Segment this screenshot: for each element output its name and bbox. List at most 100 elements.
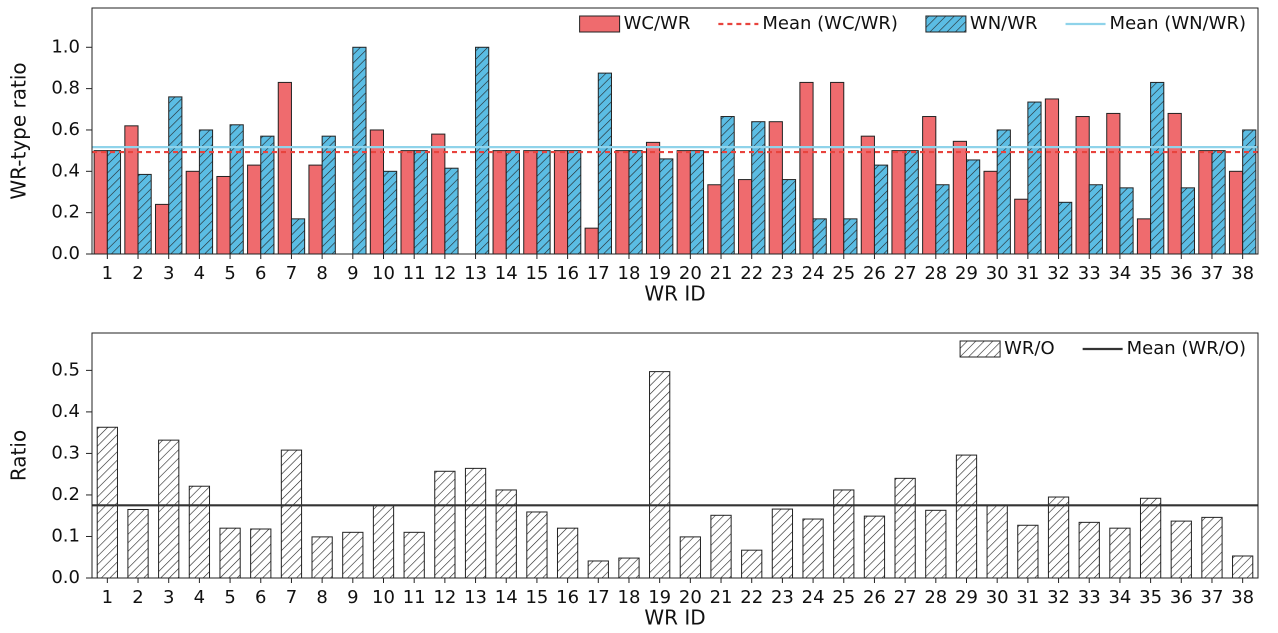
x-tick-label: 28 <box>924 587 947 608</box>
bar <box>952 140 967 255</box>
y-tick-label: 0.4 <box>51 160 80 181</box>
bar <box>587 560 609 579</box>
bar <box>679 536 701 579</box>
x-tick-label: 31 <box>1016 263 1039 284</box>
bar <box>321 135 336 255</box>
x-tick-label: 14 <box>495 587 518 608</box>
x-tick-label: 37 <box>1201 587 1224 608</box>
x-tick-label: 29 <box>955 263 978 284</box>
bar <box>444 167 459 255</box>
bar <box>1044 98 1060 255</box>
bar <box>860 135 875 255</box>
bar <box>1167 112 1182 255</box>
bar <box>843 218 858 255</box>
bar <box>311 536 333 579</box>
bar <box>523 150 538 255</box>
x-tick-label: 11 <box>403 587 426 608</box>
bar <box>1232 555 1254 579</box>
bar <box>1119 187 1134 255</box>
x-tick-label: 32 <box>1047 263 1070 284</box>
x-tick-label: 9 <box>347 263 358 284</box>
bar <box>955 454 978 579</box>
x-tick-label: 1 <box>102 587 113 608</box>
bar <box>308 164 323 255</box>
bar <box>216 175 231 255</box>
x-tick-label: 28 <box>924 263 947 284</box>
y-tick-label: 0.5 <box>51 359 80 380</box>
bar <box>1180 187 1195 255</box>
x-tick-label: 20 <box>679 587 702 608</box>
bar <box>720 116 735 255</box>
bar <box>158 439 180 579</box>
bar <box>676 150 691 255</box>
bar <box>1170 520 1192 579</box>
x-tick-label: 17 <box>587 587 610 608</box>
bar <box>1211 150 1226 255</box>
x-tick-label: 6 <box>255 587 266 608</box>
legend-swatch <box>959 340 1001 358</box>
bar <box>553 150 569 255</box>
x-tick-label: 38 <box>1231 263 1254 284</box>
x-tick-label: 36 <box>1170 587 1193 608</box>
x-tick-label: 19 <box>648 263 671 284</box>
bar <box>741 549 763 579</box>
y-tick-label: 0.4 <box>51 401 80 422</box>
bar <box>1136 218 1152 255</box>
bar <box>352 46 367 255</box>
bar <box>983 170 998 255</box>
y-axis-label: WR-type ratio <box>7 62 31 199</box>
bar <box>1201 516 1223 579</box>
x-tick-label: 32 <box>1047 587 1070 608</box>
bar <box>250 528 272 579</box>
x-tick-label: 13 <box>464 587 487 608</box>
bar <box>1228 170 1244 255</box>
bar <box>1198 150 1213 255</box>
bar <box>996 129 1011 255</box>
bar <box>584 227 599 255</box>
bar <box>618 557 640 579</box>
bar <box>649 371 671 579</box>
x-tick-label: 19 <box>648 587 671 608</box>
legend-label: WR/O <box>1004 338 1055 359</box>
x-tick-label: 17 <box>587 263 610 284</box>
bar <box>1078 521 1100 579</box>
bar <box>707 184 722 255</box>
x-tick-label: 27 <box>894 263 917 284</box>
x-tick-label: 35 <box>1139 263 1162 284</box>
y-tick-label: 1.0 <box>51 36 80 57</box>
bar <box>781 179 797 255</box>
bar <box>615 150 630 255</box>
x-tick-label: 2 <box>132 587 143 608</box>
x-tick-label: 23 <box>771 587 794 608</box>
bar <box>873 164 889 255</box>
bar <box>188 485 211 579</box>
bar <box>710 514 732 579</box>
bar <box>372 504 395 579</box>
bar <box>464 467 487 579</box>
x-tick-label: 35 <box>1139 587 1162 608</box>
x-tick-label: 25 <box>832 263 855 284</box>
x-tick-label: 34 <box>1108 587 1131 608</box>
bar <box>935 184 950 255</box>
bar <box>1150 81 1165 255</box>
x-tick-label: 16 <box>556 263 579 284</box>
bar <box>1058 201 1073 255</box>
bar <box>802 518 824 579</box>
x-tick-label: 3 <box>163 587 174 608</box>
bar <box>1106 112 1121 255</box>
bar <box>567 150 582 255</box>
x-tick-label: 10 <box>372 587 395 608</box>
bar <box>277 81 292 255</box>
bar <box>403 531 425 579</box>
bar <box>229 124 244 255</box>
y-tick-label: 0.6 <box>51 119 80 140</box>
x-tick-label: 8 <box>316 263 327 284</box>
bar <box>966 159 981 255</box>
bar <box>771 508 794 579</box>
x-tick-label: 25 <box>832 587 855 608</box>
x-tick-label: 6 <box>255 263 266 284</box>
x-tick-label: 22 <box>740 263 763 284</box>
bar <box>768 121 783 255</box>
bar <box>137 173 152 255</box>
legend-label: WN/WR <box>970 13 1038 34</box>
